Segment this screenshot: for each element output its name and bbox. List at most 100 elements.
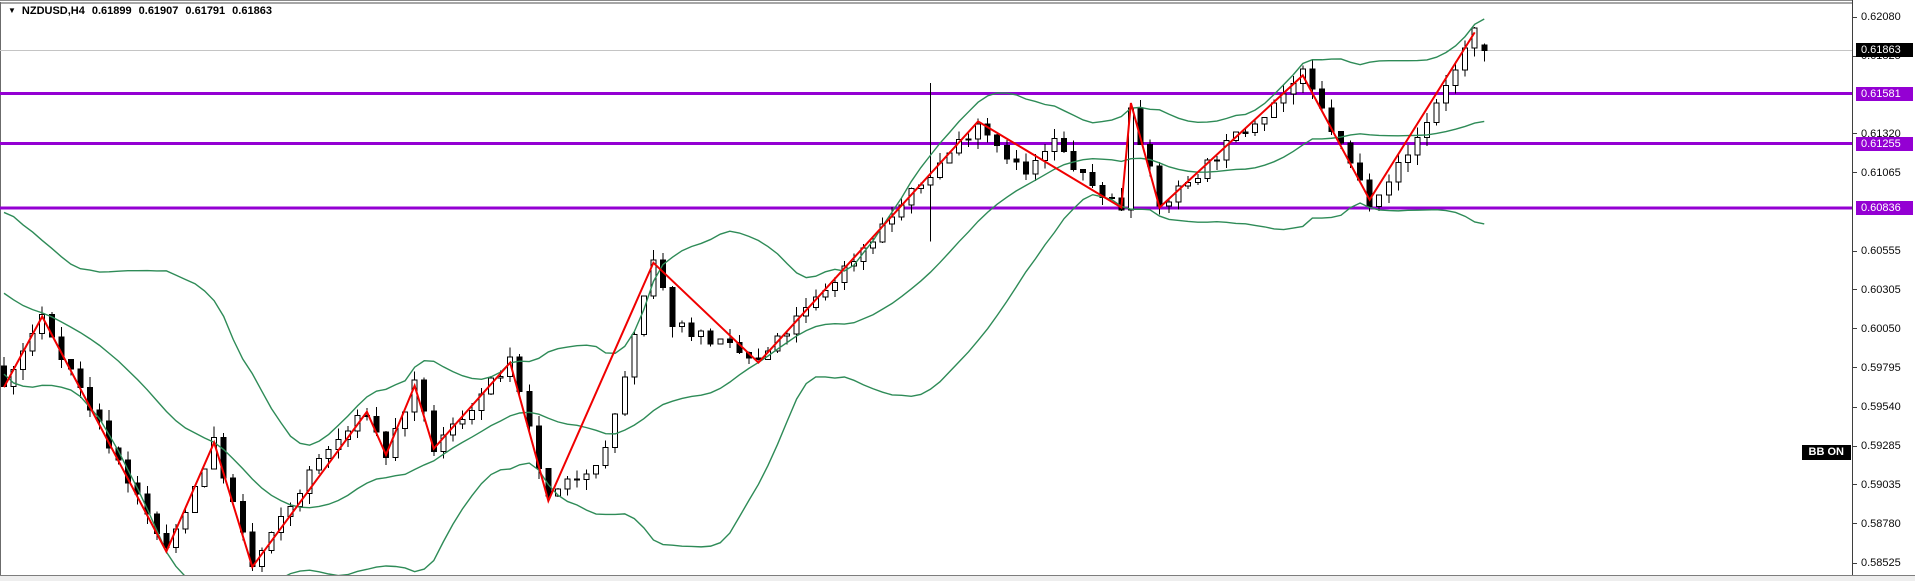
candle xyxy=(1280,85,1287,113)
candle xyxy=(726,329,733,348)
candle xyxy=(1252,119,1259,137)
candle xyxy=(459,410,466,430)
bollinger-lower-line xyxy=(3,193,1485,575)
axis-tick-label: 0.60555 xyxy=(1861,245,1901,258)
candle xyxy=(1051,128,1058,161)
candle xyxy=(621,371,628,416)
candle xyxy=(593,464,600,479)
candle xyxy=(583,469,590,491)
axis-tick-label: 0.59540 xyxy=(1861,401,1901,414)
level-price-badge: 0.60836 xyxy=(1856,201,1913,216)
candle xyxy=(870,236,877,254)
candle xyxy=(163,524,170,550)
candle xyxy=(201,468,208,488)
candle xyxy=(717,338,724,345)
bollinger-upper-line xyxy=(3,18,1485,446)
candle xyxy=(1290,75,1297,105)
candle xyxy=(1481,43,1488,62)
symbol-header: ▼ NZDUSD,H4 0.61899 0.61907 0.61791 0.61… xyxy=(8,4,272,18)
window-left-border xyxy=(0,2,1,575)
current-price-badge: 0.61863 xyxy=(1856,43,1913,58)
quote-high: 0.61907 xyxy=(138,5,179,17)
axis-tick-mark xyxy=(1853,406,1857,408)
quote-close: 0.61863 xyxy=(232,5,272,17)
candle xyxy=(1385,174,1392,203)
candle xyxy=(1261,116,1268,132)
candle xyxy=(1070,140,1077,172)
bb-on-badge[interactable]: BB ON xyxy=(1801,445,1851,460)
candle xyxy=(1022,153,1029,180)
candle xyxy=(975,118,982,149)
candle xyxy=(1404,145,1411,173)
candle xyxy=(1433,98,1440,126)
candle xyxy=(402,411,409,437)
candle xyxy=(831,276,838,297)
candle xyxy=(1003,139,1010,164)
candle xyxy=(440,426,447,459)
level-price-badge: 0.61255 xyxy=(1856,136,1913,151)
axis-tick-label: 0.61065 xyxy=(1861,166,1901,179)
candle xyxy=(277,507,284,541)
candle xyxy=(1166,197,1173,214)
candle xyxy=(631,331,638,385)
candle xyxy=(1366,173,1373,212)
axis-tick-mark xyxy=(1853,289,1857,291)
axis-tick-label: 0.62080 xyxy=(1861,11,1901,23)
candle xyxy=(1395,153,1402,191)
candle xyxy=(1452,61,1459,94)
chart-canvas[interactable] xyxy=(0,0,1852,575)
quote-open: 0.61899 xyxy=(91,5,132,17)
axis-tick-mark xyxy=(1853,55,1857,57)
candle xyxy=(39,306,46,340)
zigzag-line xyxy=(3,31,1476,570)
candle xyxy=(1041,144,1048,169)
candle xyxy=(1223,134,1230,169)
candle xyxy=(994,133,1001,153)
candle xyxy=(841,261,848,290)
candle xyxy=(411,371,418,421)
axis-tick-mark xyxy=(1853,328,1857,330)
candle xyxy=(1423,112,1430,147)
quote-low: 0.61791 xyxy=(185,5,226,17)
candle xyxy=(698,329,705,345)
candle xyxy=(1443,75,1450,111)
candles-layer xyxy=(1,27,1488,573)
axis-tick-label: 0.59285 xyxy=(1861,440,1901,453)
axis-tick-label: 0.58780 xyxy=(1861,517,1901,530)
axis-tick-mark xyxy=(1853,172,1857,174)
candle xyxy=(1204,158,1211,182)
candle xyxy=(927,83,934,242)
axis-tick-mark xyxy=(1853,133,1857,135)
candle xyxy=(755,348,762,361)
candle xyxy=(984,118,991,143)
candle xyxy=(965,133,972,147)
candle xyxy=(316,453,323,474)
candle xyxy=(1194,173,1201,186)
level-price-badge: 0.61581 xyxy=(1856,86,1913,101)
axis-tick-label: 0.59035 xyxy=(1861,478,1901,491)
candle xyxy=(1414,127,1421,166)
candle xyxy=(679,320,686,333)
candle xyxy=(1108,193,1115,200)
candle xyxy=(306,465,313,505)
axis-tick-mark xyxy=(1853,484,1857,486)
candle xyxy=(1099,181,1106,205)
price-axis[interactable]: 0.620800.618250.613200.610650.605550.603… xyxy=(1852,0,1915,575)
axis-tick-label: 0.60305 xyxy=(1861,283,1901,296)
window-bottom-edge xyxy=(0,575,1915,581)
candle xyxy=(688,317,695,341)
candle xyxy=(1318,81,1325,112)
candle xyxy=(392,418,399,462)
window-top-border xyxy=(0,0,1915,4)
candle xyxy=(879,217,886,243)
candle xyxy=(640,295,647,337)
candle xyxy=(1080,168,1087,181)
candle xyxy=(669,286,676,338)
candle xyxy=(612,412,619,453)
candle xyxy=(182,509,189,534)
chevron-down-icon[interactable]: ▼ xyxy=(8,6,16,15)
candle xyxy=(1061,131,1068,153)
candle xyxy=(86,376,93,417)
candle xyxy=(1175,180,1182,210)
